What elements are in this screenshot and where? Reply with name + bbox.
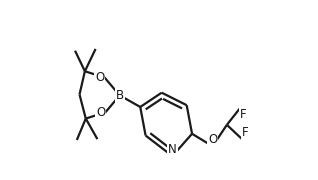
Text: O: O: [208, 133, 217, 146]
Text: B: B: [116, 89, 124, 102]
Text: F: F: [240, 108, 247, 121]
Text: O: O: [95, 71, 105, 84]
Text: O: O: [96, 106, 105, 119]
Text: F: F: [242, 126, 249, 139]
Text: N: N: [168, 143, 177, 156]
